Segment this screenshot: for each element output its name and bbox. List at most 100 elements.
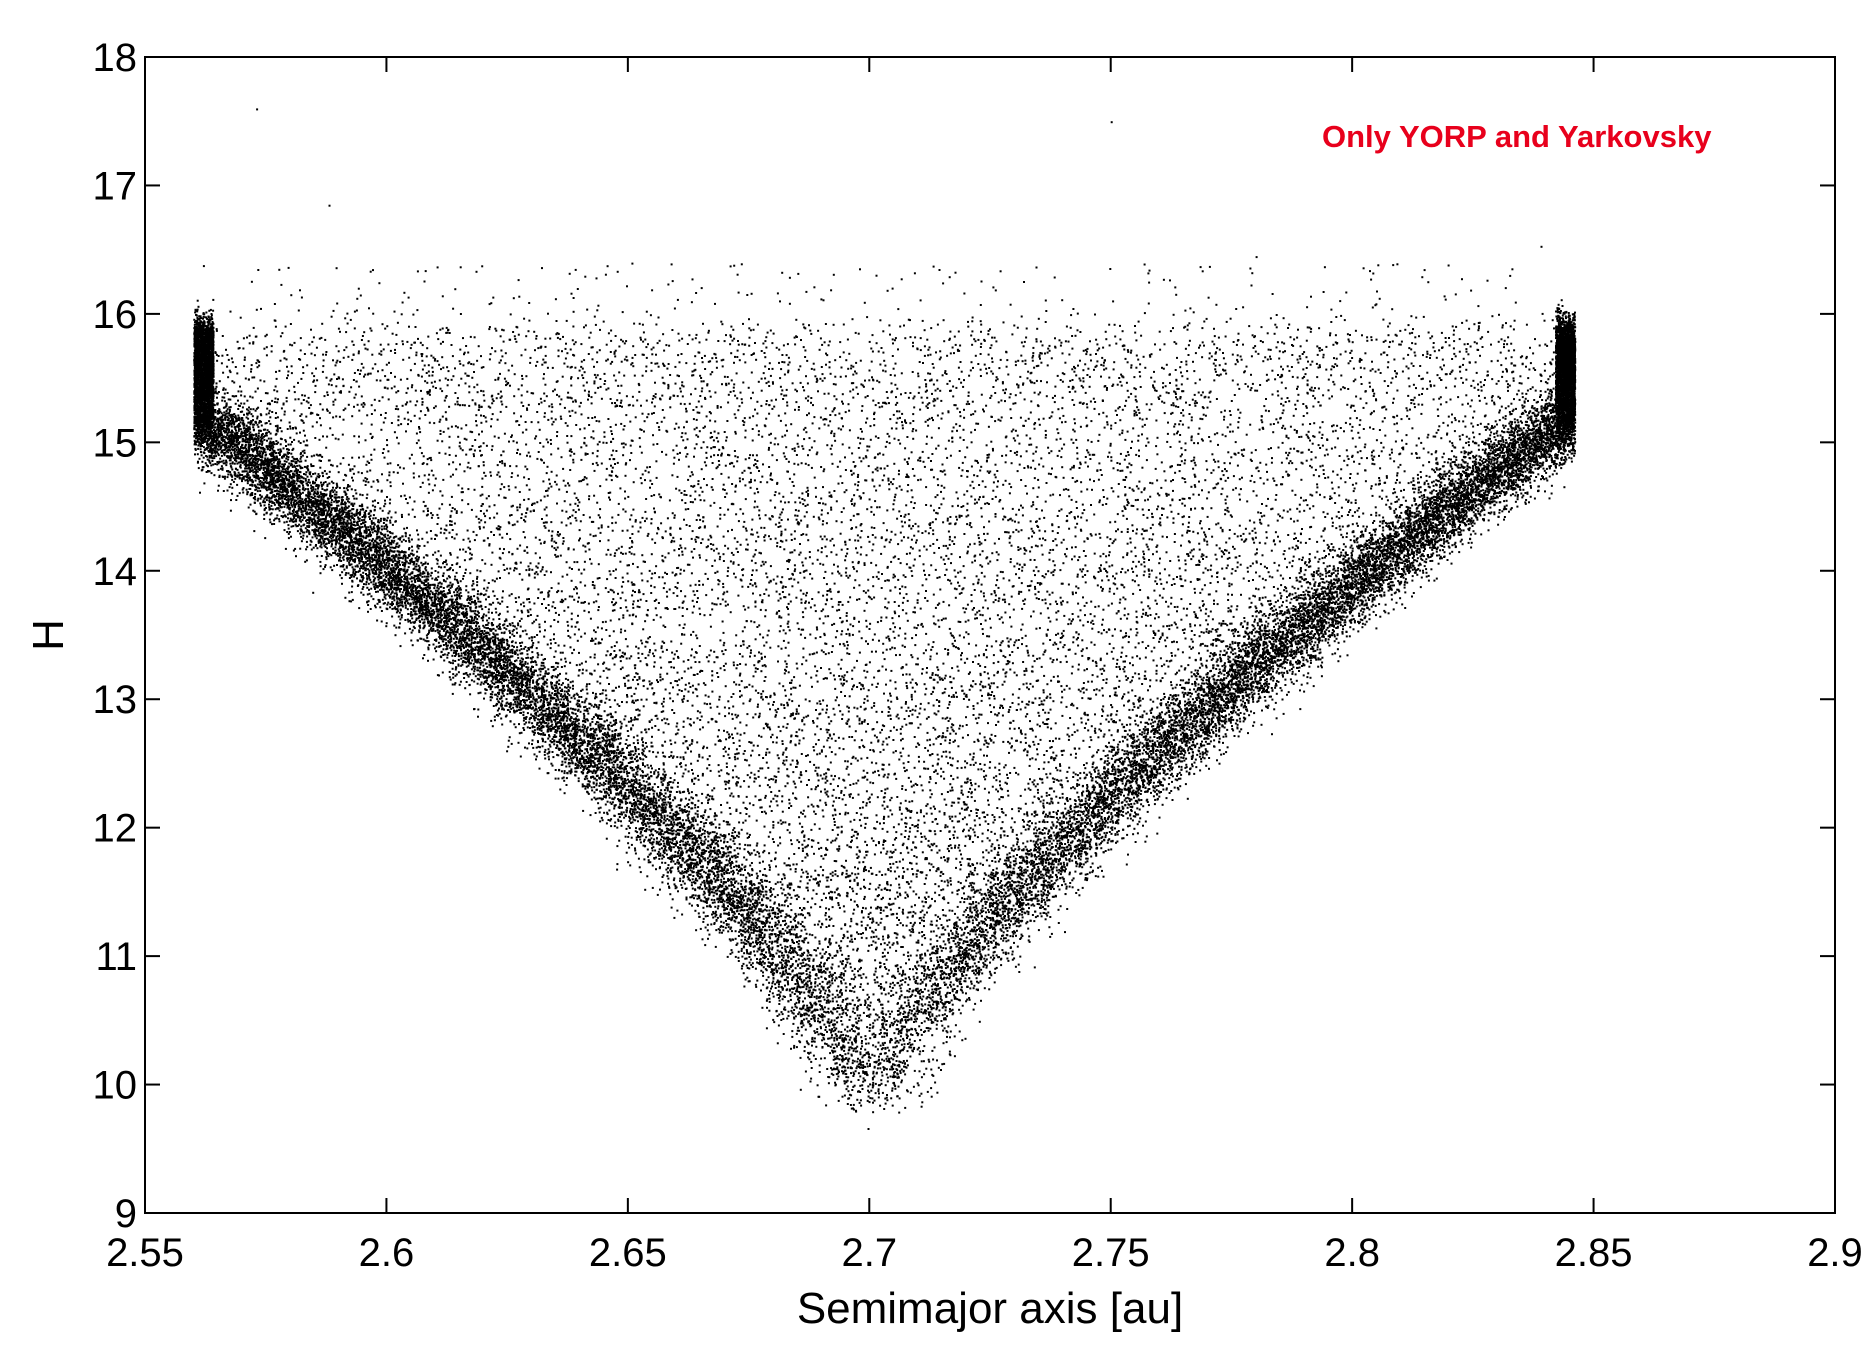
data-point [1524,435,1527,438]
data-point [951,959,953,962]
data-point [1218,364,1221,367]
data-point [997,586,1000,589]
data-point [1396,514,1398,517]
data-point [1212,688,1215,691]
data-point [1169,766,1172,769]
data-point [326,511,329,514]
data-point [635,771,638,774]
data-point [1117,528,1119,531]
data-point [638,390,641,393]
data-point [831,572,834,575]
data-point [993,697,996,700]
data-point [410,584,413,586]
data-point [900,706,903,709]
data-point [1315,626,1318,629]
data-point [194,311,197,314]
data-point [820,547,823,550]
data-point [919,911,922,914]
data-point [1159,780,1161,783]
data-point [1201,418,1204,421]
data-point [713,430,716,433]
data-point [1218,374,1221,377]
data-point [708,795,711,798]
data-point [1042,537,1044,540]
data-point [496,681,499,684]
data-point [1365,577,1368,580]
data-point [1438,528,1441,531]
data-point [919,607,922,610]
data-point [808,556,811,559]
data-point [946,707,949,709]
data-point [1080,721,1083,724]
data-point [486,586,489,589]
data-point [613,752,615,755]
data-point [1217,443,1219,446]
data-point [1147,738,1150,741]
data-point [964,955,967,958]
data-point [743,848,746,851]
data-point [1425,507,1428,510]
data-point [931,646,934,648]
data-point [1433,384,1436,387]
data-point [1027,654,1030,657]
data-point [352,513,355,516]
data-point [1140,733,1143,736]
data-point [467,488,470,491]
data-point [1403,583,1406,586]
data-point [861,1084,864,1087]
data-point [1463,450,1466,453]
data-point [484,515,487,518]
data-point [679,877,682,880]
data-point [935,934,938,937]
data-point [520,674,523,677]
data-point [1464,425,1467,428]
data-point [385,537,388,540]
data-point [597,747,600,749]
data-point [1212,487,1215,490]
data-point [781,435,784,438]
data-point [1155,389,1158,392]
data-point [1101,808,1104,811]
data-point [1447,496,1450,499]
data-point [1332,424,1335,427]
data-point [306,521,309,524]
data-point [1137,794,1140,797]
data-point [1313,605,1316,608]
data-point [817,1033,820,1036]
data-point [1185,710,1188,713]
data-point [1404,573,1407,576]
data-point [764,676,767,678]
data-point [967,967,969,970]
data-point [994,937,997,940]
data-point [748,880,751,883]
data-point [716,865,719,868]
data-point [536,501,539,504]
data-point [717,840,719,843]
data-point [819,416,822,419]
data-point [949,516,952,518]
data-point [1416,573,1419,576]
data-point [1216,347,1219,350]
data-point [837,603,840,606]
data-point [429,590,432,593]
data-point [1535,455,1538,458]
data-point [813,440,816,443]
data-point [1394,508,1397,511]
data-point [1449,536,1452,539]
data-point [674,836,677,839]
data-point [1077,852,1080,855]
data-point [1141,508,1144,511]
data-point [1144,725,1147,728]
data-point [1526,469,1529,472]
data-point [603,732,606,735]
data-point [968,933,971,936]
data-point [389,593,392,596]
data-point [839,960,842,963]
data-point [1380,558,1383,561]
data-point [536,674,539,677]
data-point [1470,422,1473,425]
data-point [1530,447,1533,450]
data-point [935,845,938,848]
data-point [819,535,822,538]
data-point [802,737,805,740]
